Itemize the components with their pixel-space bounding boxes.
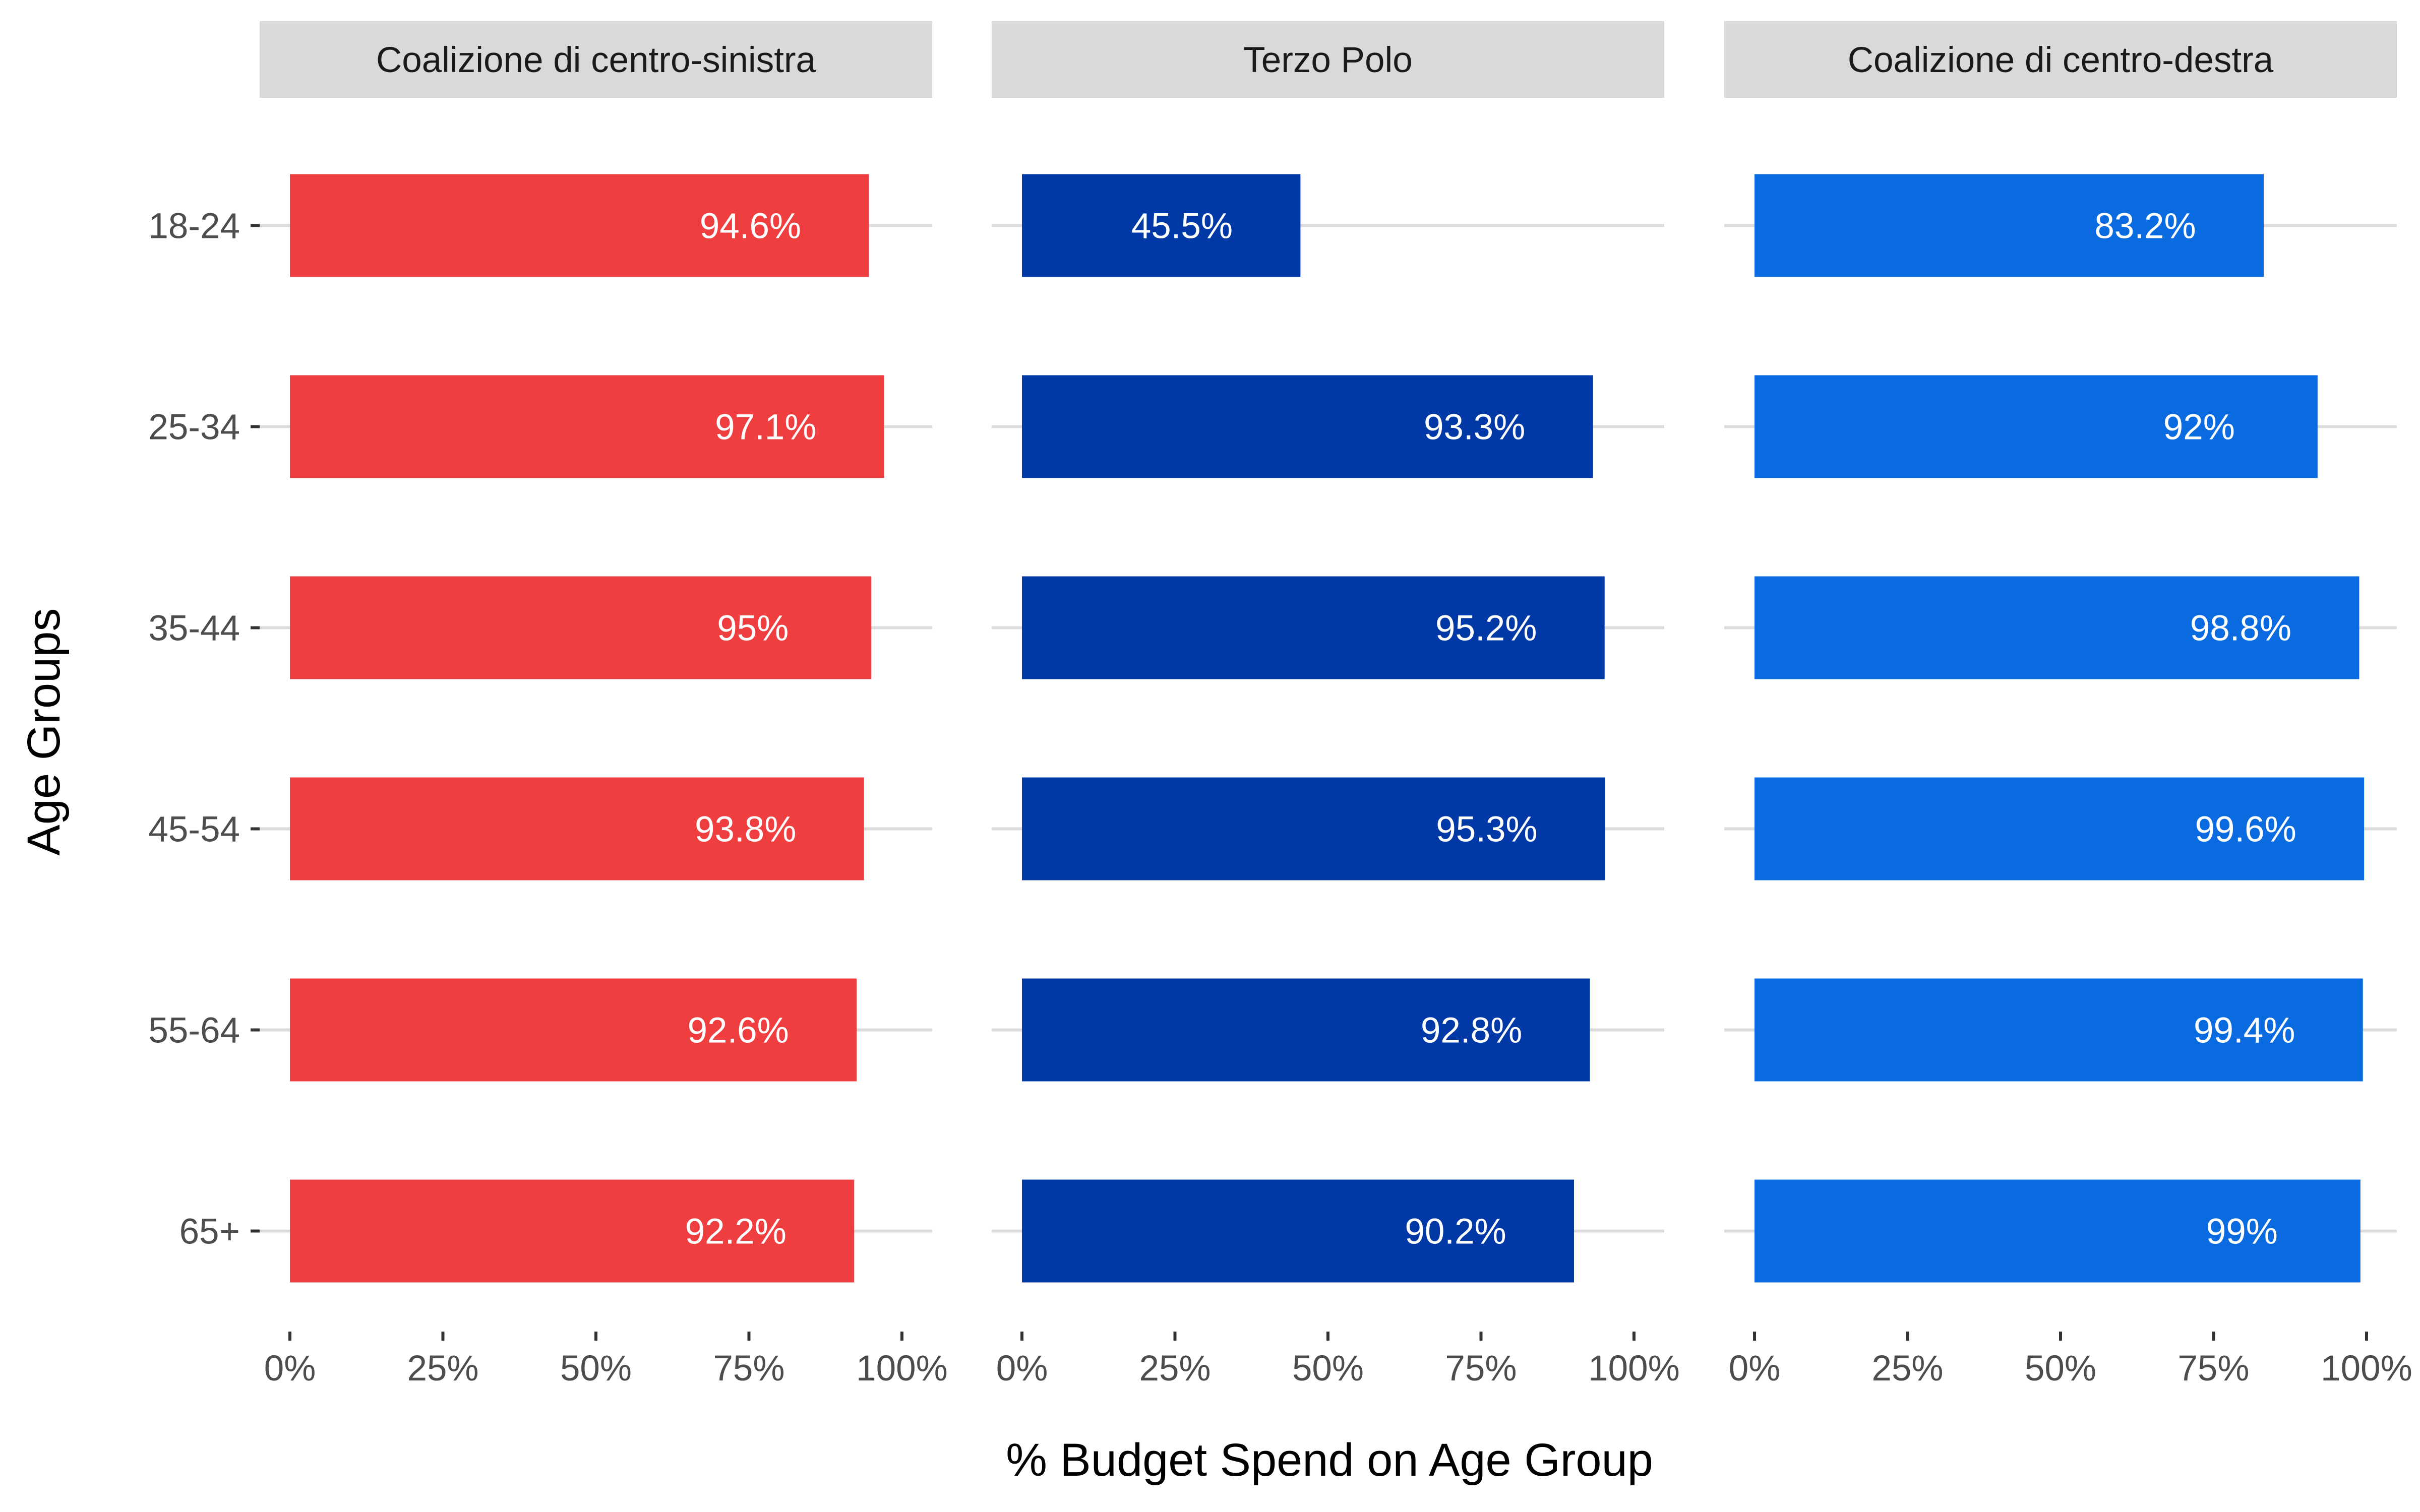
bar-label: 94.6% <box>700 207 801 246</box>
bar-label: 95.2% <box>1435 609 1537 649</box>
bar-label: 45.5% <box>1131 207 1233 246</box>
bar <box>290 777 864 880</box>
facet-strip <box>992 21 1664 98</box>
bar <box>1022 1179 1575 1283</box>
bar-label: 92.6% <box>687 1011 789 1051</box>
bar <box>290 1179 855 1283</box>
x-tick-label: 50% <box>560 1349 632 1389</box>
bar <box>1022 375 1593 478</box>
bar <box>1754 174 2264 277</box>
facet-strip-label: Coalizione di centro-sinistra <box>376 40 816 80</box>
facet-strip <box>1724 21 2397 98</box>
y-tick-label: 65+ <box>179 1212 240 1252</box>
bar-label: 95.3% <box>1436 810 1537 850</box>
bar <box>290 375 884 478</box>
x-tick-label: 100% <box>1588 1349 1680 1389</box>
bar-label: 98.8% <box>2190 609 2291 649</box>
bar-label: 83.2% <box>2094 207 2196 246</box>
x-axes: 0% 25% 50% 75% 100% 0% 25% 50% 75% 100% 0% 25% 50% 75… <box>264 1332 2412 1389</box>
bar <box>1754 576 2360 679</box>
x-tick-label: 75% <box>2177 1349 2249 1389</box>
bar-label: 95% <box>717 609 789 649</box>
bar-label: 99.6% <box>2195 810 2296 850</box>
bar <box>290 174 869 277</box>
bar <box>1754 1179 2361 1283</box>
x-tick-label: 25% <box>407 1349 478 1389</box>
bar-label: 99% <box>2206 1212 2278 1252</box>
x-tick-label: 0% <box>264 1349 316 1389</box>
x-tick-label: 25% <box>1139 1349 1211 1389</box>
y-axis: 18-24 25-34 35-44 45-54 55-64 65+ <box>148 207 260 1252</box>
y-tick-label: 25-34 <box>148 408 240 448</box>
bar-label: 92% <box>2163 408 2235 448</box>
bar <box>1022 174 1301 277</box>
x-tick-label: 50% <box>1292 1349 1364 1389</box>
bar-label: 93.3% <box>1424 408 1525 448</box>
bar <box>290 576 872 679</box>
x-tick-label: 100% <box>856 1349 948 1389</box>
facet-strip <box>260 21 932 98</box>
bar <box>1754 978 2363 1082</box>
bar-label: 92.2% <box>685 1212 786 1252</box>
y-tick-label: 18-24 <box>148 207 240 246</box>
bars <box>290 174 2365 1283</box>
facet-strips: Coalizione di centro-sinistra Terzo Polo C… <box>260 21 2397 98</box>
y-tick-label: 45-54 <box>148 810 240 850</box>
x-tick-label: 100% <box>2321 1349 2412 1389</box>
y-axis-title: Age Groups <box>18 608 70 856</box>
bar <box>1754 375 2318 478</box>
bar-label: 92.8% <box>1421 1011 1522 1051</box>
x-tick-label: 50% <box>2025 1349 2096 1389</box>
y-tick-label: 35-44 <box>148 609 240 649</box>
bar-labels: 94.6% 97.1% 95% 93.8% 92.6% 92.2% 45.5% 93.3% 95… <box>685 207 2296 1252</box>
bar <box>290 978 857 1082</box>
bar <box>1022 576 1605 679</box>
y-tick-label: 55-64 <box>148 1011 240 1051</box>
bar-label: 97.1% <box>715 408 816 448</box>
bar-label: 90.2% <box>1405 1212 1506 1252</box>
x-tick-label: 25% <box>1871 1349 1943 1389</box>
x-axis-title: % Budget Spend on Age Group <box>1006 1434 1653 1486</box>
x-tick-label: 75% <box>713 1349 784 1389</box>
bar-label: 99.4% <box>2194 1011 2295 1051</box>
bar <box>1022 978 1590 1082</box>
x-tick-label: 0% <box>996 1349 1048 1389</box>
bar <box>1022 777 1605 880</box>
x-tick-label: 75% <box>1445 1349 1517 1389</box>
bar-label: 93.8% <box>695 810 796 850</box>
x-tick-label: 0% <box>1729 1349 1781 1389</box>
bar <box>1754 777 2365 880</box>
facet-strip-label: Coalizione di centro-destra <box>1848 40 2274 80</box>
facet-strip-label: Terzo Polo <box>1243 40 1412 80</box>
